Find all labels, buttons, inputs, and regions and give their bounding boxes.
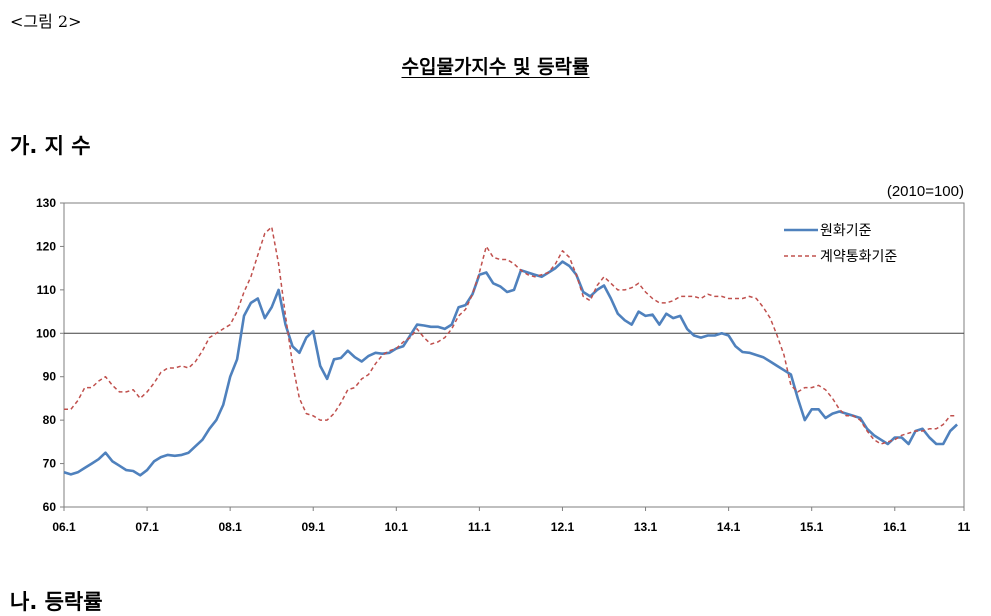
figure-label: <그림 2>: [10, 12, 82, 31]
y-tick-label: 80: [43, 413, 57, 427]
y-tick-label: 110: [37, 283, 57, 297]
chart: (2010=100) 60 70 80 90 100 110 120 130 06.1 07.1…: [36, 183, 971, 534]
series-line-won: [63, 260, 958, 477]
legend-label-contract: 계약통화기준: [820, 249, 897, 265]
section-heading-index: 가. 지 수: [10, 134, 91, 158]
x-tick-label: 15.1: [800, 520, 824, 534]
x-tick-label: 12.1: [551, 520, 575, 534]
y-tick-label: 100: [36, 326, 56, 340]
series-layer: [63, 226, 958, 477]
x-tick-label: 10.1: [385, 520, 409, 534]
chart-frame: [63, 202, 965, 508]
y-tick-label: 60: [43, 500, 57, 514]
y-tick-label: 130: [36, 196, 56, 210]
x-tick-label: 09.1: [302, 520, 326, 534]
series-line-contract: [64, 226, 958, 445]
legend: 원화기준 계약통화기준: [784, 223, 897, 265]
x-tick-label: 14.1: [717, 520, 741, 534]
x-tick-label: 06.1: [52, 520, 76, 534]
x-tick-label: 16.1: [883, 520, 907, 534]
plot-area-border: [63, 202, 965, 508]
section-heading-rate: 나. 등락률: [10, 590, 103, 614]
y-axis: 60 70 80 90 100 110 120 130: [36, 196, 64, 514]
x-tick-label: 08.1: [218, 520, 242, 534]
x-tick-label: 13.1: [634, 520, 658, 534]
page-title-text: 수입물가지수 및 등락률: [401, 56, 590, 78]
legend-label-won: 원화기준: [820, 223, 872, 239]
y-tick-label: 90: [43, 370, 57, 384]
y-tick-label: 120: [36, 239, 56, 253]
unit-note: (2010=100): [887, 183, 964, 200]
x-tick-label: 11.1: [468, 520, 491, 534]
page-title: 수입물가지수 및 등락률: [0, 52, 991, 79]
x-tick-label: 07.1: [135, 520, 159, 534]
y-tick-label: 70: [43, 457, 57, 471]
x-tick-label: 11: [958, 520, 971, 534]
x-axis: 06.1 07.1 08.1 09.1 10.1 11.1 12.1 13.1 14.1 15.1…: [52, 507, 971, 534]
